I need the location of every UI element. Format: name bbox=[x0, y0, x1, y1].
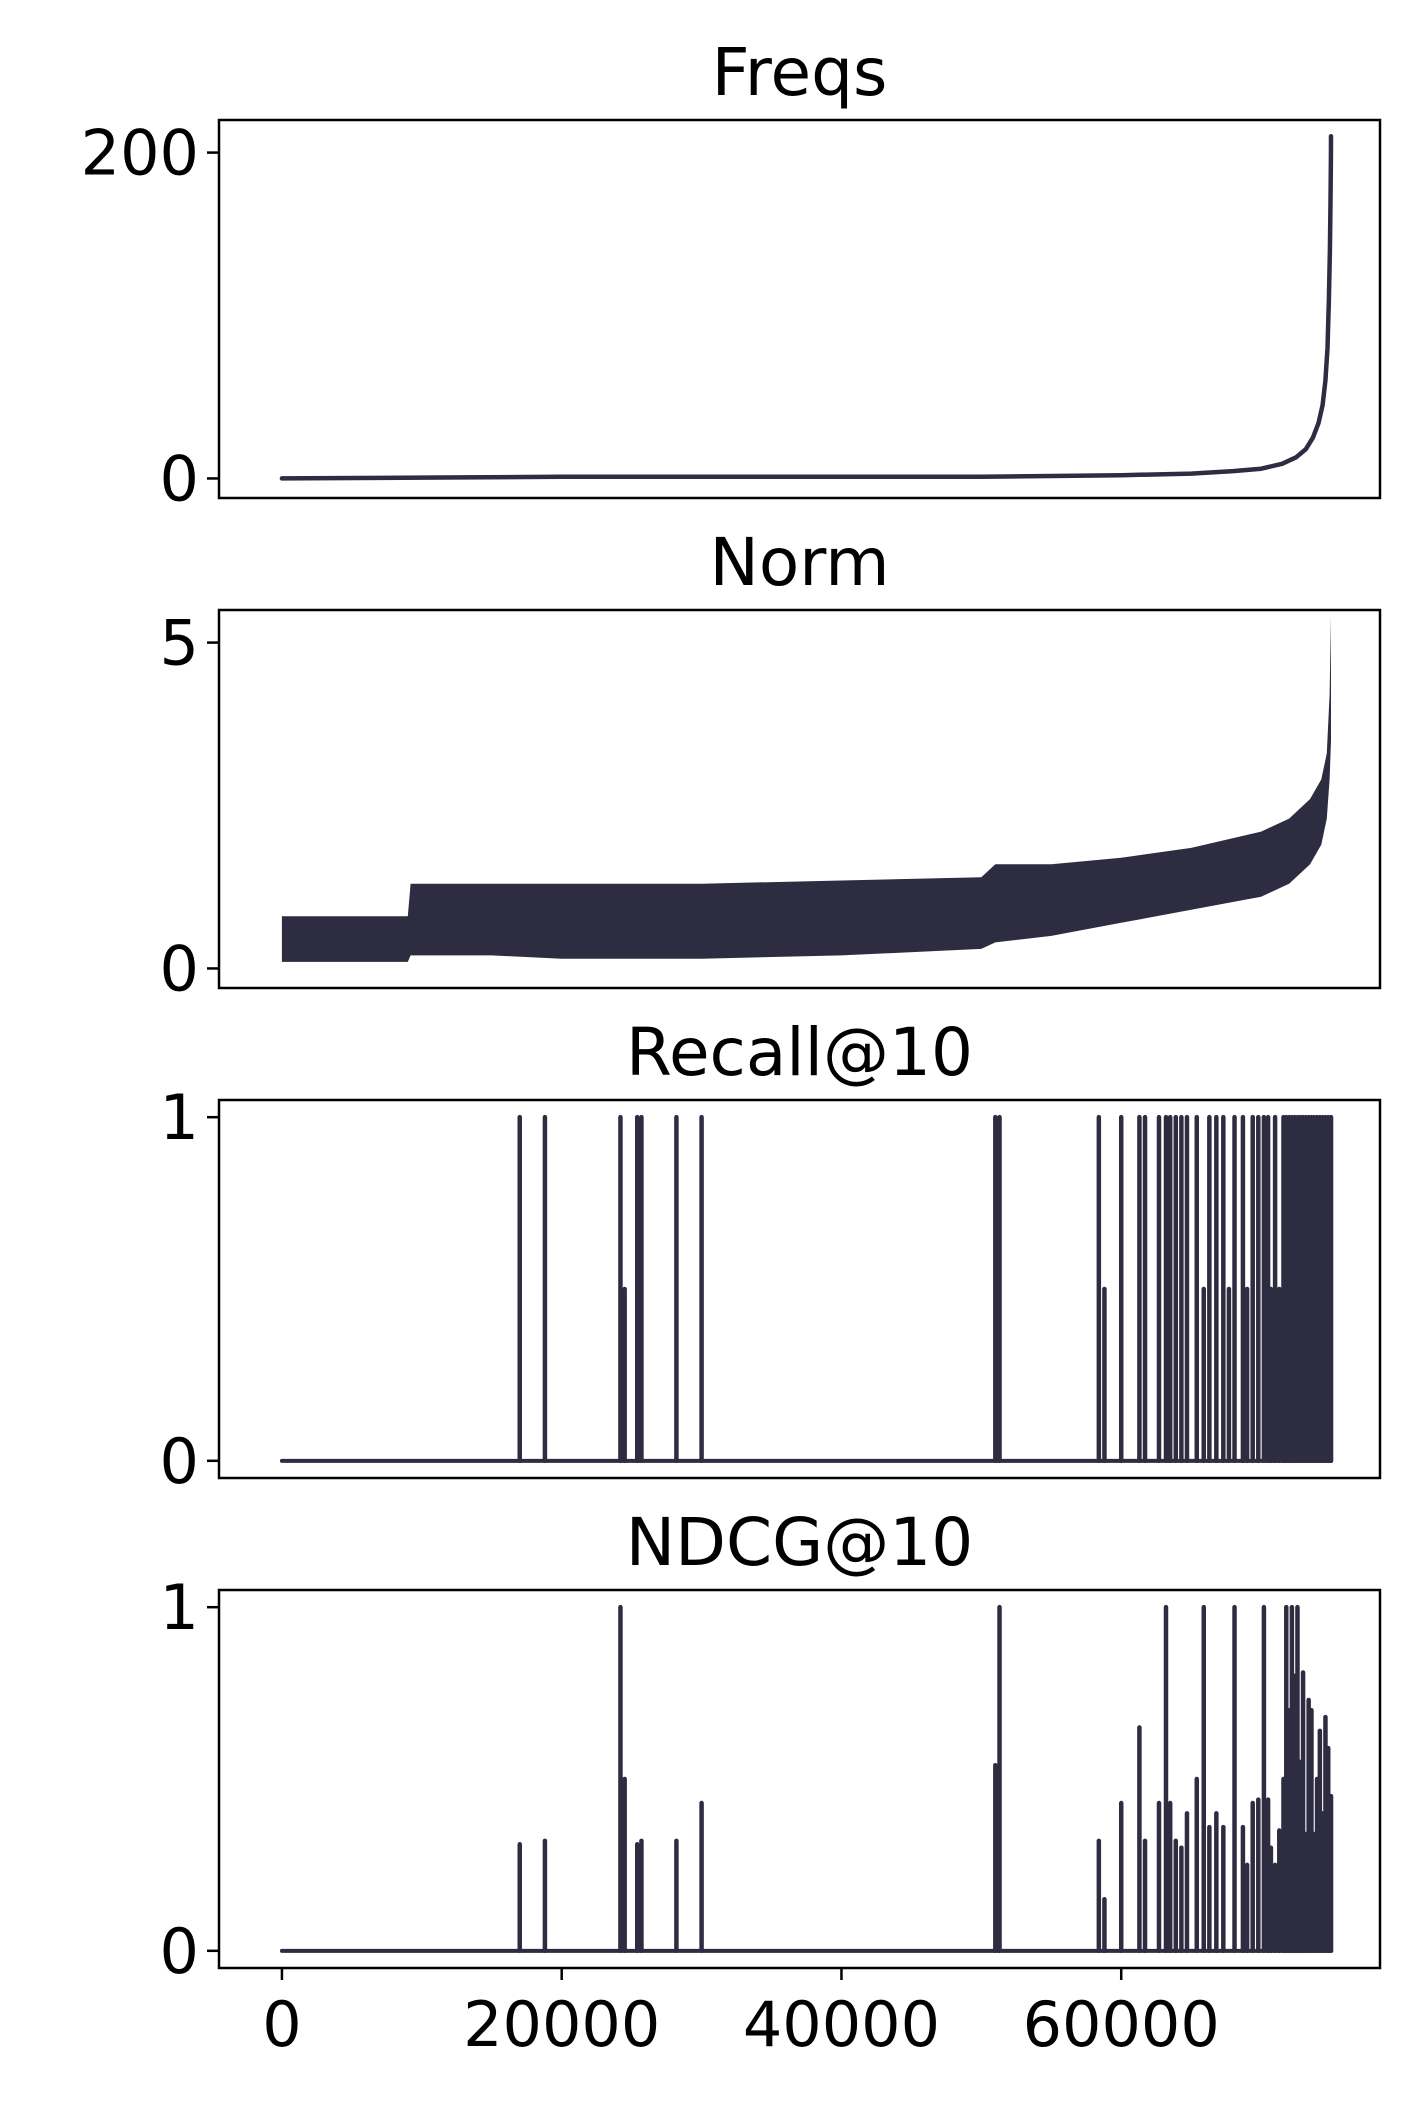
y-tick-label: 1 bbox=[160, 1571, 199, 1644]
subplot-title: Recall@10 bbox=[626, 1014, 973, 1091]
x-tick-label: 60000 bbox=[1023, 1988, 1220, 2061]
plot-frame bbox=[217, 1098, 1382, 1480]
series-band bbox=[281, 616, 1331, 962]
plot-frame bbox=[217, 1588, 1382, 1970]
subplot-title: Freqs bbox=[712, 34, 888, 111]
x-tick-label: 0 bbox=[262, 1988, 301, 2061]
y-tick-label: 0 bbox=[160, 442, 199, 515]
y-tick-label: 0 bbox=[160, 932, 199, 1005]
subplot-freqs: Freqs 0 200 bbox=[81, 34, 1382, 515]
series-ndcg-10 bbox=[279, 1604, 1334, 1954]
subplot-ndcg-10: NDCG@10 0 1 0 20000 40000 60000 bbox=[160, 1504, 1382, 2061]
y-tick-label: 200 bbox=[81, 117, 199, 190]
plot-frame bbox=[217, 608, 1382, 990]
series-freqs bbox=[279, 134, 1334, 481]
series-line bbox=[279, 134, 1334, 481]
y-tick-label: 5 bbox=[160, 607, 199, 680]
subplot-title: Norm bbox=[709, 524, 889, 601]
x-tick-label: 20000 bbox=[463, 1988, 660, 2061]
subplot-title: NDCG@10 bbox=[626, 1504, 973, 1581]
y-tick-label: 1 bbox=[160, 1081, 199, 1154]
y-tick-label: 0 bbox=[160, 1425, 199, 1498]
x-tick-label: 40000 bbox=[743, 1988, 940, 2061]
subplot-stack: Freqs 0 200 Norm 0 5 Recall@10 0 1 NDCG@10 0 1 0 2000… bbox=[81, 34, 1382, 2061]
subplot-norm: Norm 0 5 bbox=[160, 524, 1382, 1005]
plot-frame bbox=[217, 118, 1382, 500]
subplot-recall-10: Recall@10 0 1 bbox=[160, 1014, 1382, 1498]
series-norm bbox=[281, 616, 1331, 962]
y-tick-label: 0 bbox=[160, 1915, 199, 1988]
series-recall-10 bbox=[279, 1114, 1334, 1464]
